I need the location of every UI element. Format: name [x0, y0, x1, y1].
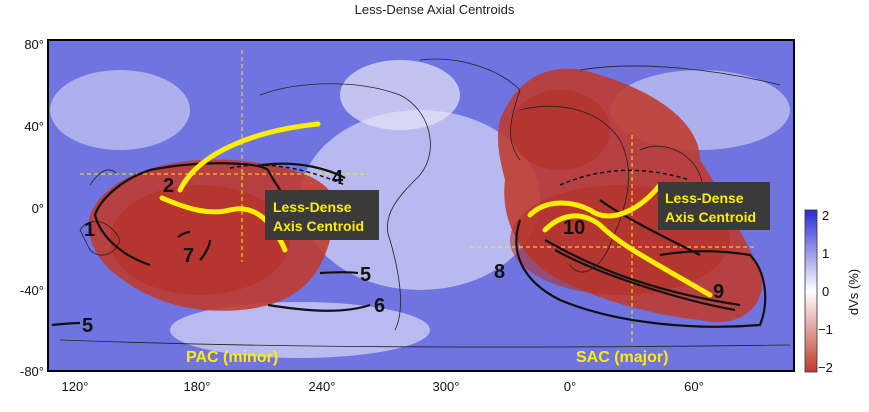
lat-tick-0: 0°: [32, 201, 44, 216]
boundary-number: 9: [713, 281, 724, 303]
boundary-number: 2: [163, 175, 174, 197]
boundary-number: 6: [374, 295, 385, 317]
sac-box-line2: Axis Centroid: [665, 209, 756, 225]
pac-box-line1: Less-Dense: [273, 199, 352, 215]
llsvp-boundaries: [51, 162, 767, 328]
dashed-boundary-pac: [229, 164, 346, 186]
sac-region-label: SAC (major): [576, 349, 668, 366]
dashed-boundary-sac: [559, 169, 691, 186]
centroid-crosshairs: [80, 50, 757, 345]
map-frame: [47, 39, 795, 372]
map-title: Less-Dense Axial Centroids: [354, 2, 515, 17]
boundary-number: 8: [494, 261, 505, 283]
longitude-axis: 120° 180° 240° 300° 0° 60°: [62, 379, 704, 394]
centroid-lines: [159, 121, 713, 298]
colorbar-tick: −1: [818, 322, 833, 337]
pac-annotation-box: Less-Dense Axis Centroid: [265, 190, 379, 240]
pac-region-label: PAC (minor): [186, 349, 278, 366]
boundary-number: 4: [332, 167, 344, 189]
sac-annotation-box: Less-Dense Axis Centroid: [658, 182, 770, 230]
lon-tick-120: 120°: [62, 379, 89, 394]
boundary-number: 10: [563, 217, 585, 239]
boundary-number: 1: [84, 219, 95, 241]
pac-box-line2: Axis Centroid: [273, 218, 364, 234]
colorbar-ticks: 2 1 0 −1 −2: [818, 208, 833, 375]
lon-tick-180: 180°: [184, 379, 211, 394]
lat-tick-m40: -40°: [20, 283, 44, 298]
colorbar-tick: 0: [822, 284, 829, 299]
boundary-number: 5: [360, 264, 371, 286]
lon-tick-0: 0°: [564, 379, 576, 394]
colorbar-tick: 2: [822, 208, 829, 223]
sac-box-line1: Less-Dense: [665, 190, 744, 206]
lon-tick-60: 60°: [684, 379, 704, 394]
latitude-axis: 80° 40° 0° -40° -80°: [20, 37, 44, 379]
colorbar-tick: 1: [822, 246, 829, 261]
colorbar-gradient: [804, 209, 818, 373]
boundary-numbers: 1 2 4 5 5 6 7 8 9 10: [82, 167, 724, 337]
colorbar: 2 1 0 −1 −2 dVs (%): [804, 208, 861, 375]
lon-tick-300: 300°: [433, 379, 460, 394]
boundary-number: 7: [183, 245, 194, 267]
lat-tick-m80: -80°: [20, 364, 44, 379]
colorbar-tick: −2: [818, 360, 833, 375]
boundary-number: 5: [82, 315, 93, 337]
lat-tick-80: 80°: [24, 37, 44, 52]
lon-tick-240: 240°: [309, 379, 336, 394]
lat-tick-40: 40°: [24, 119, 44, 134]
coastlines: [59, 58, 791, 348]
colorbar-label: dVs (%): [846, 269, 861, 315]
